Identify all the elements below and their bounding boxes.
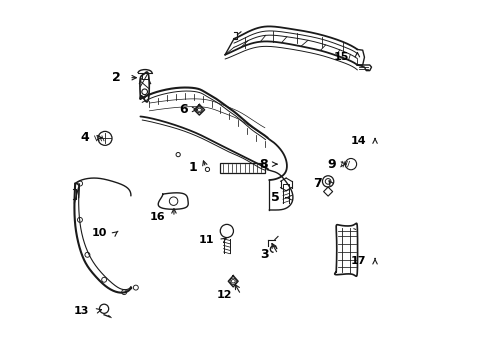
Text: 14: 14 <box>350 136 366 146</box>
Text: 13: 13 <box>74 306 89 315</box>
Text: 5: 5 <box>270 191 279 204</box>
Text: 9: 9 <box>327 158 336 171</box>
Text: 10: 10 <box>91 228 107 238</box>
Text: 6: 6 <box>179 103 188 116</box>
Text: 16: 16 <box>149 212 165 222</box>
Text: 8: 8 <box>258 158 267 171</box>
Text: 4: 4 <box>81 131 89 144</box>
Text: 12: 12 <box>216 290 232 300</box>
Text: 11: 11 <box>199 235 214 245</box>
Text: 7: 7 <box>313 177 322 190</box>
Text: 3: 3 <box>260 248 269 261</box>
Text: 15: 15 <box>332 51 348 62</box>
Text: 17: 17 <box>350 256 366 266</box>
Bar <box>219 163 264 173</box>
Text: 2: 2 <box>111 71 120 84</box>
Text: 1: 1 <box>188 161 197 174</box>
